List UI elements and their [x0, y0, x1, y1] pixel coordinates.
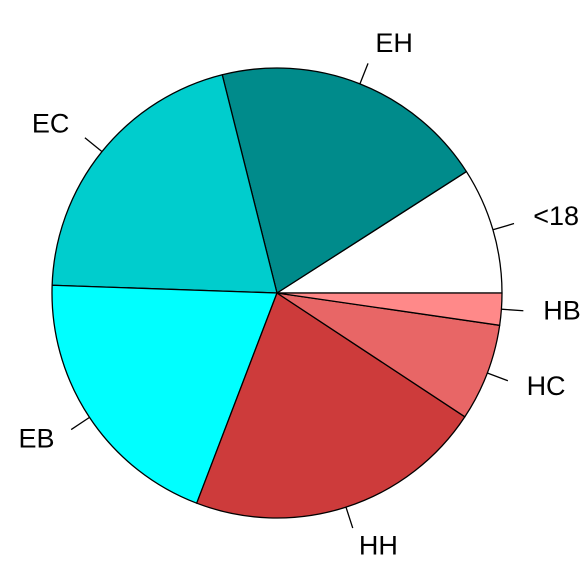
pie-slice-under-18	[276, 170, 503, 294]
leader-line-eh	[359, 63, 369, 85]
leader-line-hc	[487, 372, 509, 382]
slice-label-eh: EH	[375, 28, 413, 58]
slice-label-hb: HB	[543, 295, 581, 325]
slice-labels: <18 EH EC EB HH HC HB	[18, 28, 580, 560]
leader-line-under-18	[492, 222, 515, 231]
slice-label-ec: EC	[32, 108, 70, 138]
pie-slice-eh	[221, 67, 468, 294]
slice-label-eb: EB	[18, 424, 54, 454]
pie-slice-hh	[196, 292, 466, 519]
label-leader-lines	[70, 63, 524, 529]
slice-label-hh: HH	[359, 530, 398, 560]
pie-slice-hb	[276, 292, 503, 326]
pie-slices	[51, 67, 503, 519]
slice-label-under-18: <18	[533, 201, 579, 231]
leader-line-hh	[345, 506, 354, 529]
leader-line-hb	[501, 308, 524, 312]
leader-line-ec	[84, 137, 103, 153]
slice-label-hc: HC	[527, 371, 566, 401]
pie-slice-eb	[51, 284, 278, 504]
leader-line-eb	[70, 416, 90, 431]
